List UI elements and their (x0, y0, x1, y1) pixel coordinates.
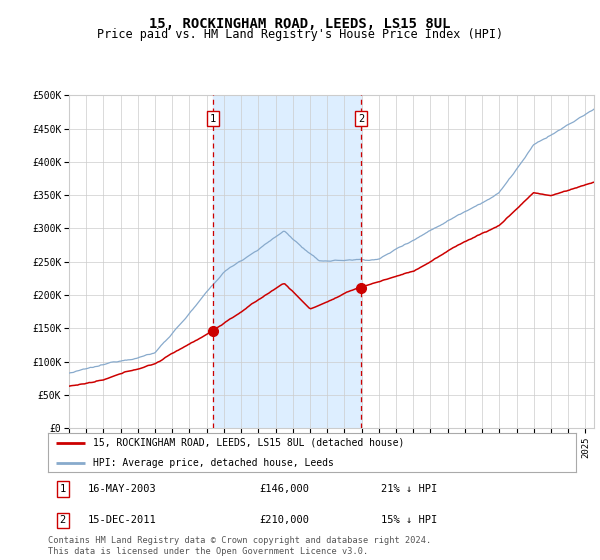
Text: £146,000: £146,000 (259, 484, 309, 494)
Text: Price paid vs. HM Land Registry's House Price Index (HPI): Price paid vs. HM Land Registry's House … (97, 28, 503, 41)
Bar (213, 95, 361, 428)
Text: 15, ROCKINGHAM ROAD, LEEDS, LS15 8UL (detached house): 15, ROCKINGHAM ROAD, LEEDS, LS15 8UL (de… (93, 438, 404, 448)
Text: HPI: Average price, detached house, Leeds: HPI: Average price, detached house, Leed… (93, 458, 334, 468)
Text: £210,000: £210,000 (259, 515, 309, 525)
Text: 15-DEC-2011: 15-DEC-2011 (88, 515, 157, 525)
Text: 1: 1 (59, 484, 66, 494)
Text: 15, ROCKINGHAM ROAD, LEEDS, LS15 8UL: 15, ROCKINGHAM ROAD, LEEDS, LS15 8UL (149, 17, 451, 31)
Text: 15% ↓ HPI: 15% ↓ HPI (380, 515, 437, 525)
Text: Contains HM Land Registry data © Crown copyright and database right 2024.
This d: Contains HM Land Registry data © Crown c… (48, 536, 431, 556)
Text: 1: 1 (210, 114, 216, 124)
Text: 21% ↓ HPI: 21% ↓ HPI (380, 484, 437, 494)
Text: 2: 2 (358, 114, 364, 124)
Text: 16-MAY-2003: 16-MAY-2003 (88, 484, 157, 494)
Text: 2: 2 (59, 515, 66, 525)
